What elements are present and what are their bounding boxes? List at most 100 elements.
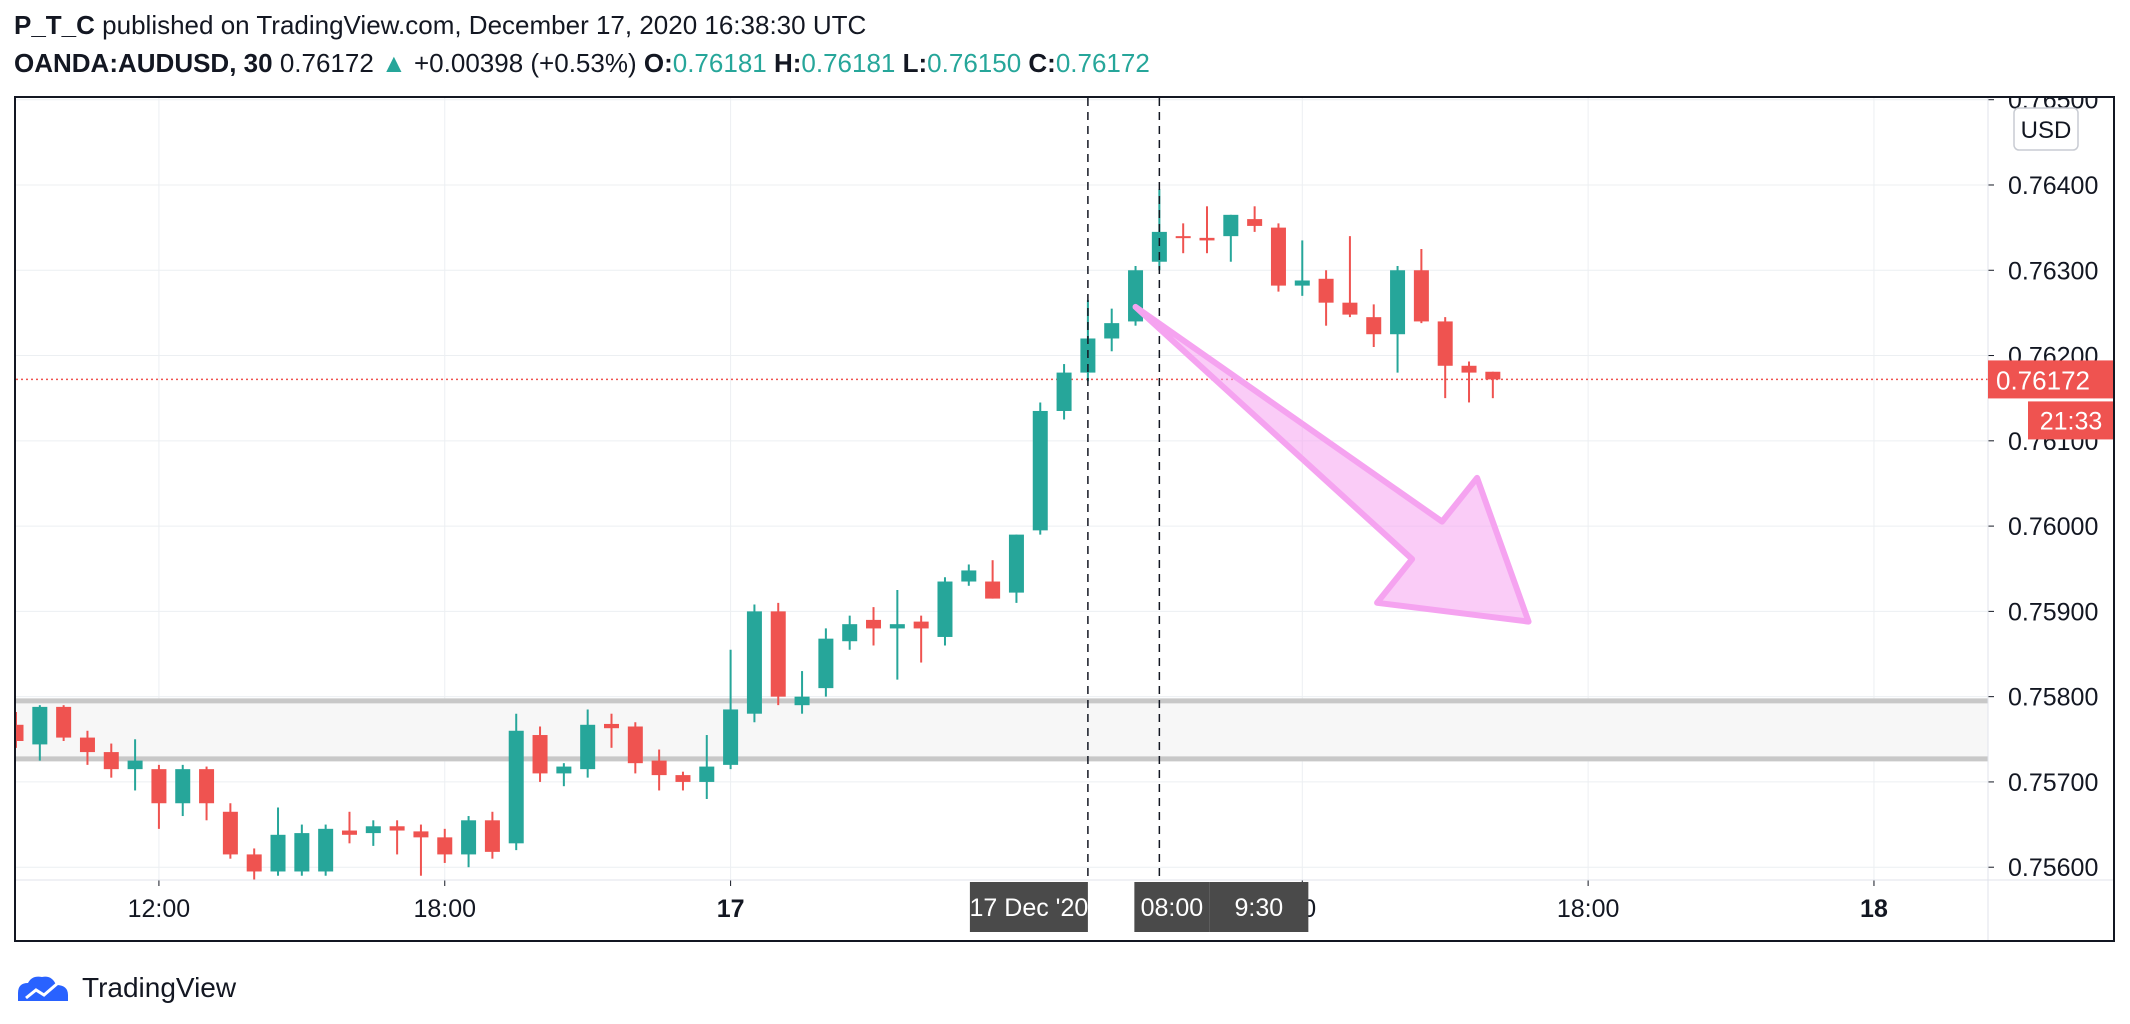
price-change: +0.00398 (+0.53%)	[414, 48, 637, 78]
candle-body	[1437, 321, 1453, 366]
currency-badge[interactable]	[2013, 107, 2079, 151]
candle-body	[199, 769, 215, 804]
support-zone-fill[interactable]	[16, 700, 1988, 759]
x-tick-label: 18:00	[413, 895, 476, 923]
candle-body	[1199, 237, 1215, 241]
y-tick-label: 0.75800	[2008, 684, 2098, 712]
candle-body	[508, 730, 524, 844]
crosshair	[1087, 98, 1161, 880]
candle-body	[484, 820, 500, 852]
candle-body	[270, 834, 286, 872]
x-tick-label: 17	[717, 895, 745, 923]
close-value: 0.76172	[1055, 48, 1150, 78]
candle-body	[604, 723, 619, 729]
candle-body	[1461, 365, 1477, 373]
high-label: H:	[773, 48, 802, 78]
candle-body	[175, 769, 191, 804]
countdown-tag	[2028, 401, 2113, 440]
candle-body	[1008, 534, 1024, 593]
candle-body	[770, 611, 786, 697]
crosshair-time-tag	[1134, 882, 1210, 932]
candle-body	[1485, 371, 1501, 380]
candle-body	[1270, 227, 1286, 286]
candle-body	[842, 624, 858, 642]
candle-body	[746, 611, 762, 714]
candle-body	[580, 724, 596, 770]
symbol-label: OANDA:AUDUSD, 30	[14, 48, 273, 78]
down-arrow-shape[interactable]	[1132, 303, 1532, 625]
candle-body	[961, 570, 977, 582]
tradingview-logo-icon	[18, 976, 68, 1001]
candle-body	[151, 769, 167, 804]
y-tick-label: 0.75900	[2008, 598, 2098, 626]
support-zone[interactable]	[16, 698, 1988, 762]
high-value: 0.76181	[801, 48, 896, 78]
price-axis[interactable]: 0.765000.764000.763000.762000.761000.760…	[1987, 98, 2113, 940]
candle-body	[556, 766, 572, 774]
candle-body	[1056, 372, 1072, 411]
candle-body	[866, 619, 882, 629]
candle-body	[699, 766, 715, 782]
candlestick-chart[interactable]: 0.765000.764000.763000.762000.761000.760…	[16, 98, 2113, 940]
candle-body	[818, 638, 834, 689]
candle-body	[1294, 280, 1310, 286]
y-tick-label: 0.76400	[2008, 172, 2098, 200]
candle-body	[103, 752, 119, 770]
grid	[16, 98, 1988, 880]
candle-body	[341, 830, 357, 835]
close-label: C:	[1028, 48, 1056, 78]
candle-body	[294, 833, 310, 872]
down-arrow-drawing[interactable]	[1132, 303, 1532, 625]
candle-body	[985, 581, 1001, 599]
candle-body	[1032, 410, 1048, 531]
candle-body	[651, 760, 667, 776]
publish-line: P_T_C published on TradingView.com, Dece…	[14, 8, 866, 42]
candle-body	[794, 696, 810, 706]
x-tick-label: 18	[1860, 895, 1888, 923]
candle-body	[675, 775, 691, 782]
candle-body	[1175, 236, 1191, 239]
candle-body	[1366, 317, 1382, 335]
open-value: 0.76181	[672, 48, 767, 78]
y-tick-label: 0.75700	[2008, 769, 2098, 797]
candle-body	[365, 826, 381, 834]
open-label: O:	[643, 48, 673, 78]
candle-body	[56, 706, 72, 738]
up-triangle-icon: ▲	[381, 48, 407, 78]
published-text: published on TradingView.com, December 1…	[102, 10, 867, 40]
author-name[interactable]: P_T_C	[14, 10, 95, 40]
candle-body	[413, 831, 429, 838]
candle-body	[16, 724, 24, 741]
candles	[16, 189, 1501, 880]
candle-body	[1413, 270, 1429, 322]
y-tick-label: 0.75600	[2008, 854, 2098, 882]
crosshair-time-tag	[969, 882, 1088, 932]
y-tick-label: 0.76000	[2008, 513, 2098, 541]
candle-body	[389, 826, 405, 831]
crosshair-time-label: 9:30	[1235, 894, 1284, 922]
crosshair-time-tag	[1209, 882, 1309, 932]
last-price-tag-label: 0.76172	[1996, 365, 2090, 395]
low-value: 0.76150	[927, 48, 1022, 78]
y-tick-label: 0.76300	[2008, 257, 2098, 285]
candle-body	[127, 760, 143, 770]
low-label: L:	[902, 48, 928, 78]
crosshair-time-label: 08:00	[1141, 894, 1204, 922]
candle-body	[461, 820, 477, 855]
candle-body	[1318, 278, 1334, 303]
candle-body	[32, 706, 48, 745]
chart-frame[interactable]: 0.76500 0.76400 0.76300 0.76200 0.76100 0.760…	[14, 96, 2115, 942]
candle-body	[222, 811, 238, 855]
crosshair-time-label: 17 Dec '20	[970, 894, 1089, 922]
candle-body	[723, 709, 739, 765]
candle-body	[1247, 219, 1263, 226]
last-price: 0.76172	[279, 48, 374, 78]
candle-body	[1151, 231, 1167, 262]
brand-name[interactable]: TradingView	[82, 972, 237, 1003]
candle-body	[318, 828, 334, 872]
candle-body	[937, 581, 953, 637]
candle-body	[1342, 302, 1358, 315]
candle-body	[1223, 214, 1239, 237]
candle-body	[913, 621, 929, 629]
